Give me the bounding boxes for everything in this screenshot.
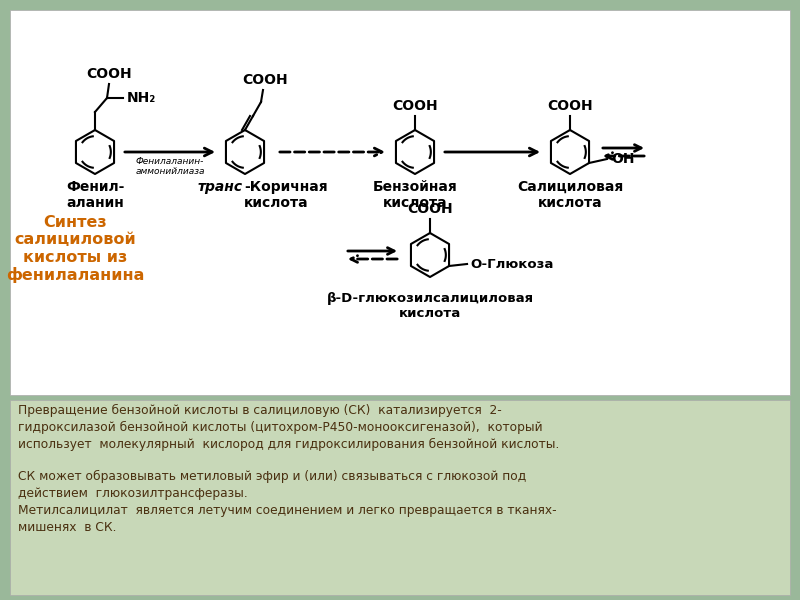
Text: COOH: COOH <box>392 99 438 113</box>
Text: COOH: COOH <box>86 67 132 81</box>
Text: COOH: COOH <box>547 99 593 113</box>
Text: СК может образовывать метиловый эфир и (или) связываться с глюкозой под
действие: СК может образовывать метиловый эфир и (… <box>18 470 557 534</box>
Text: NH₂: NH₂ <box>127 91 156 105</box>
Text: Фенилаланин-
аммонийлиаза: Фенилаланин- аммонийлиаза <box>135 157 205 176</box>
Text: β-D-глюкозилсалициловая
кислота: β-D-глюкозилсалициловая кислота <box>326 292 534 320</box>
Text: Синтез
салициловой
кислоты из
фенилаланина: Синтез салициловой кислоты из фенилалани… <box>6 215 144 283</box>
Bar <box>10 400 790 595</box>
Text: Фенил-
аланин: Фенил- аланин <box>66 180 124 210</box>
Text: COOH: COOH <box>242 73 288 87</box>
Text: COOH: COOH <box>407 202 453 216</box>
Bar <box>10 10 790 395</box>
Text: O-Глюкоза: O-Глюкоза <box>470 257 554 271</box>
Text: транс: транс <box>198 180 243 194</box>
Text: Салициловая
кислота: Салициловая кислота <box>517 180 623 210</box>
Text: Превращение бензойной кислоты в салициловую (СК)  катализируется  2-
гидроксилаз: Превращение бензойной кислоты в салицило… <box>18 404 559 451</box>
Text: OH: OH <box>611 152 634 166</box>
Text: -Коричная
кислота: -Коричная кислота <box>244 180 328 210</box>
Text: Бензойная
кислота: Бензойная кислота <box>373 180 458 210</box>
